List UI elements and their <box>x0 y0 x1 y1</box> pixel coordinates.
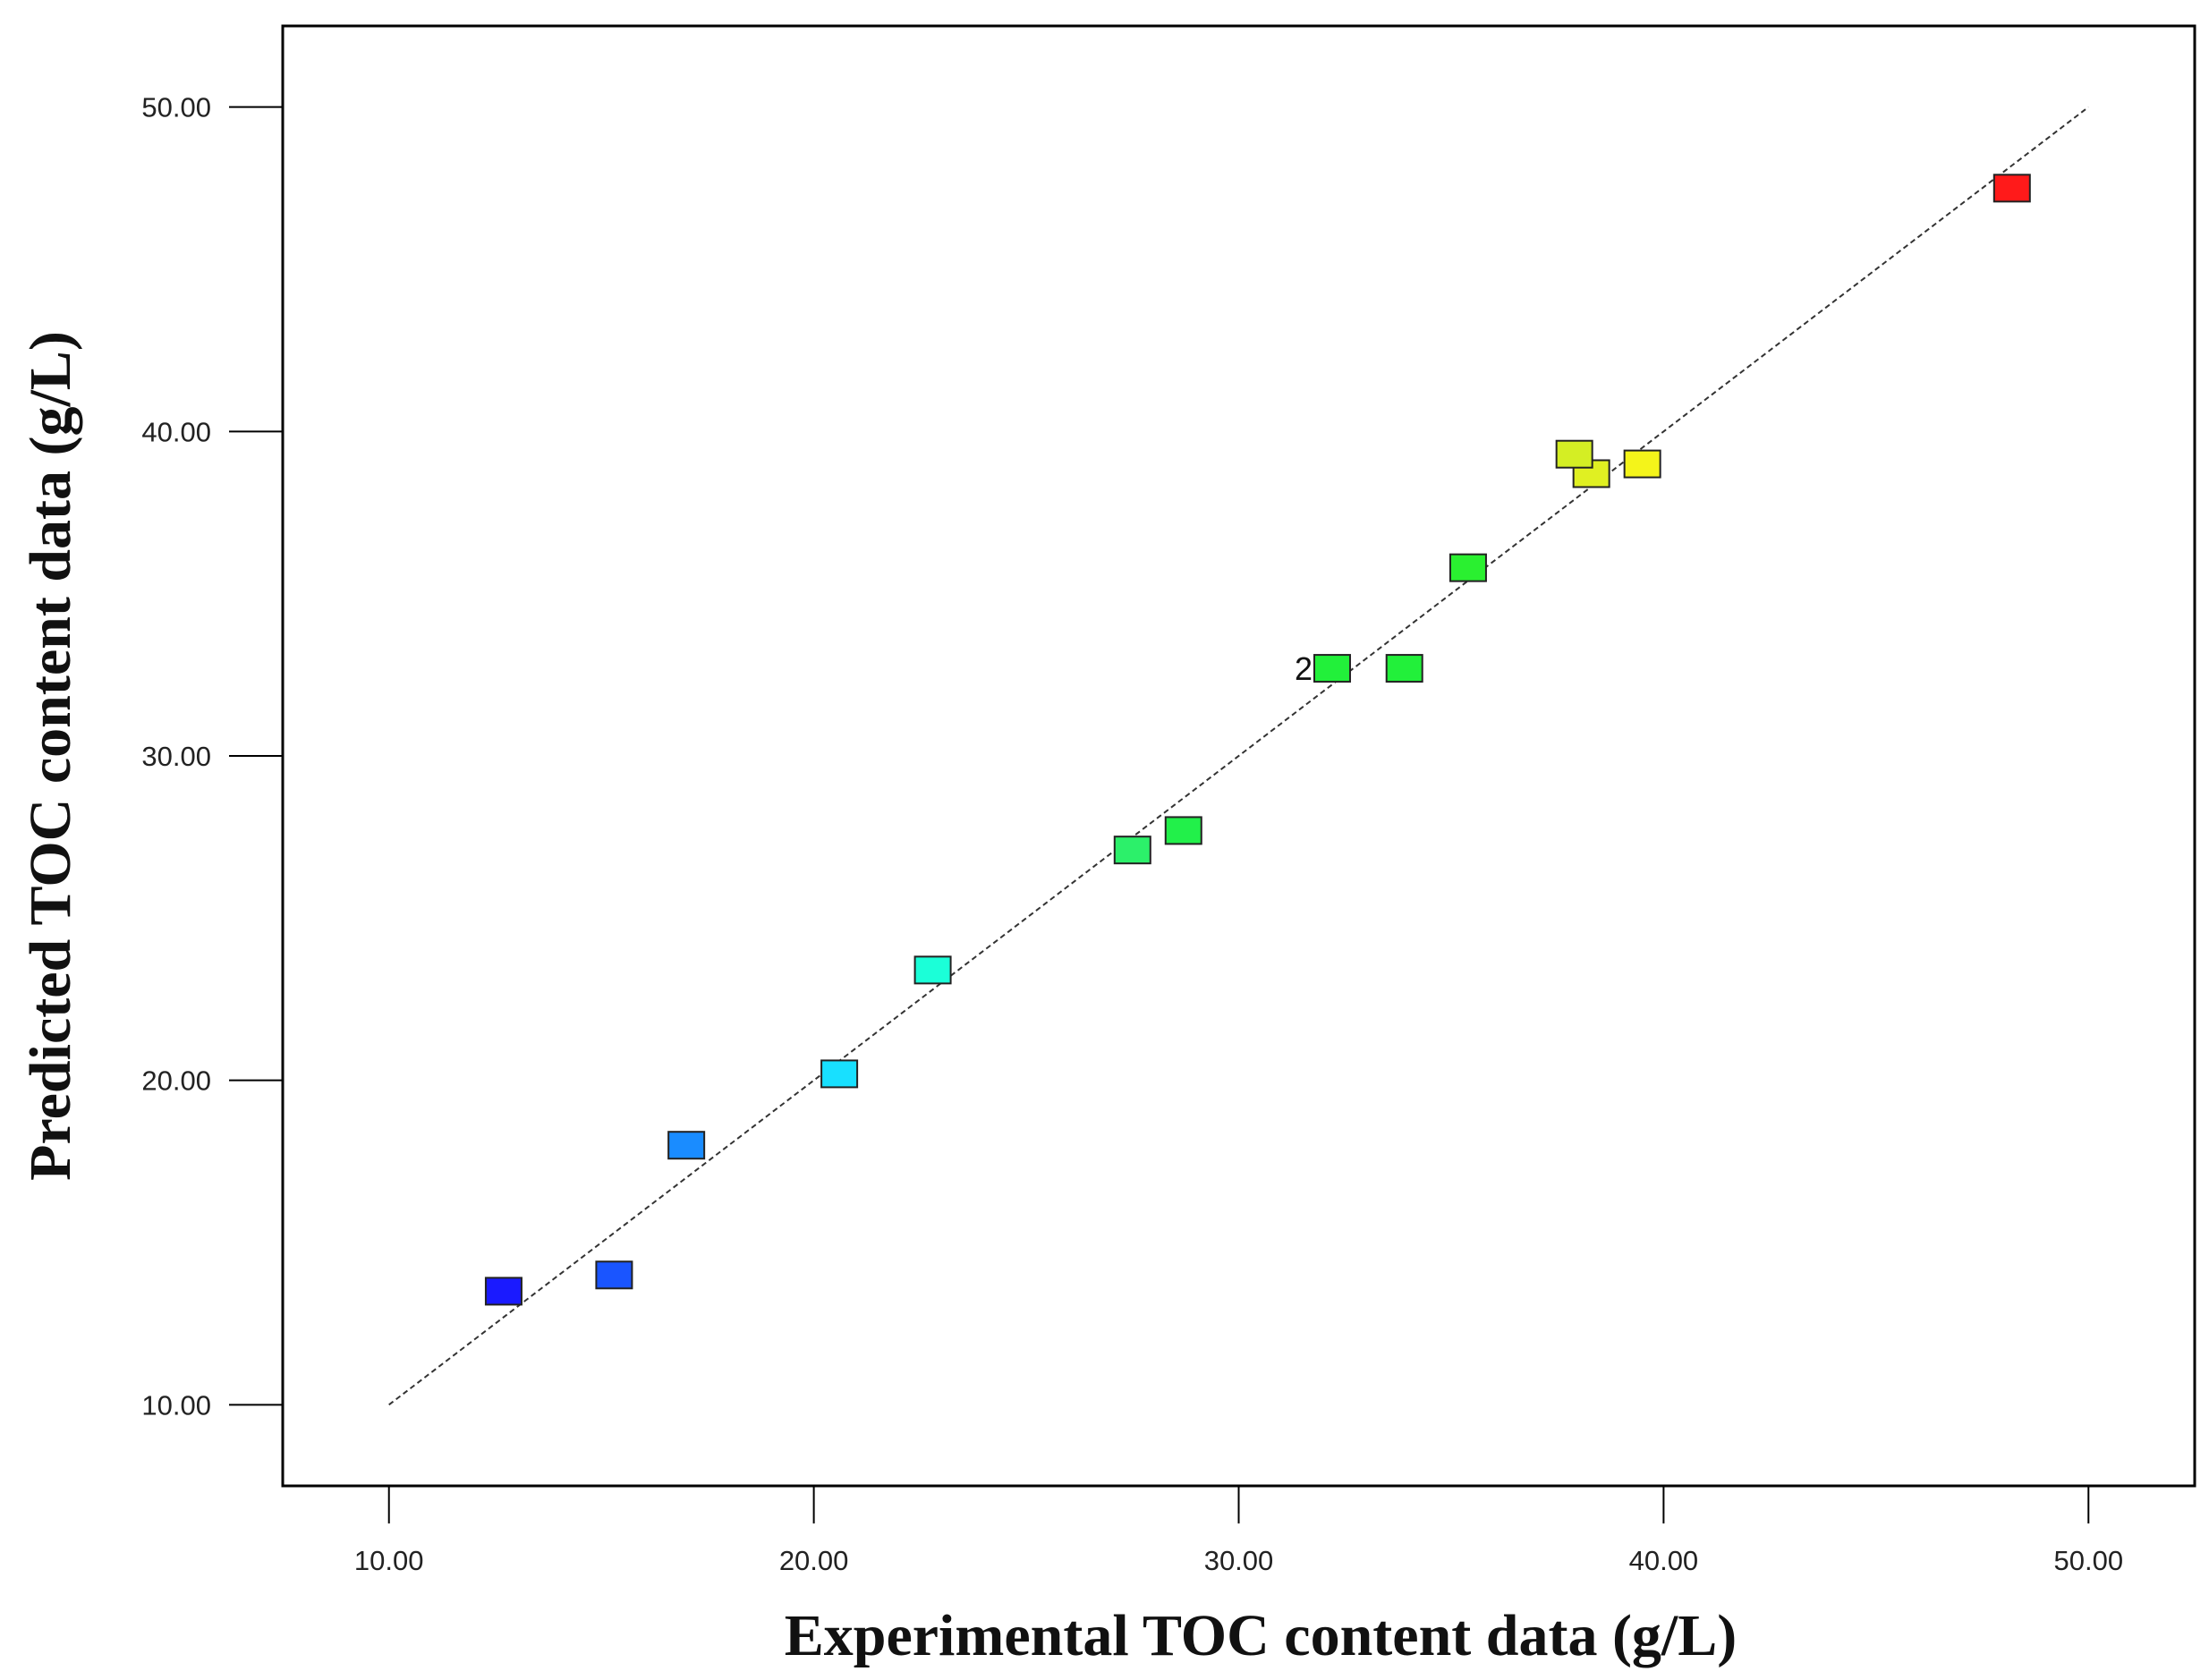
y-tick-label: 10.00 <box>141 1389 211 1421</box>
x-tick-label: 20.00 <box>779 1545 849 1576</box>
data-point <box>1992 174 2031 203</box>
x-tick-label: 40.00 <box>1629 1545 1699 1576</box>
data-point <box>1385 654 1423 683</box>
data-point <box>667 1131 706 1160</box>
x-tick-label: 30.00 <box>1204 1545 1274 1576</box>
reference-line <box>388 106 2089 1406</box>
data-point <box>1623 449 1661 479</box>
y-tick-label: 30.00 <box>141 741 211 772</box>
y-tick-label: 20.00 <box>141 1065 211 1097</box>
data-point <box>820 1059 859 1089</box>
data-point <box>1113 836 1151 865</box>
data-point <box>1313 654 1351 683</box>
data-point <box>1449 553 1487 582</box>
x-axis: 10.00 20.00 30.00 40.00 50.00 <box>354 1486 2123 1576</box>
point-count-label: 2 <box>1295 650 1313 687</box>
data-point <box>484 1277 523 1306</box>
x-tick-label: 50.00 <box>2053 1545 2123 1576</box>
x-axis-title: Experimental TOC content data (g/L) <box>785 1603 1737 1668</box>
data-point <box>595 1260 633 1290</box>
y-axis: 10.00 20.00 30.00 40.00 50.00 <box>141 92 283 1421</box>
x-tick-label: 10.00 <box>354 1545 424 1576</box>
data-point <box>913 955 952 985</box>
y-axis-title: Predicted TOC content data (g/L) <box>18 331 83 1181</box>
y-tick-label: 50.00 <box>141 92 211 123</box>
data-points: 2 <box>484 174 2031 1306</box>
data-point <box>1164 816 1202 845</box>
data-point <box>1555 439 1593 469</box>
y-tick-label: 40.00 <box>141 416 211 447</box>
